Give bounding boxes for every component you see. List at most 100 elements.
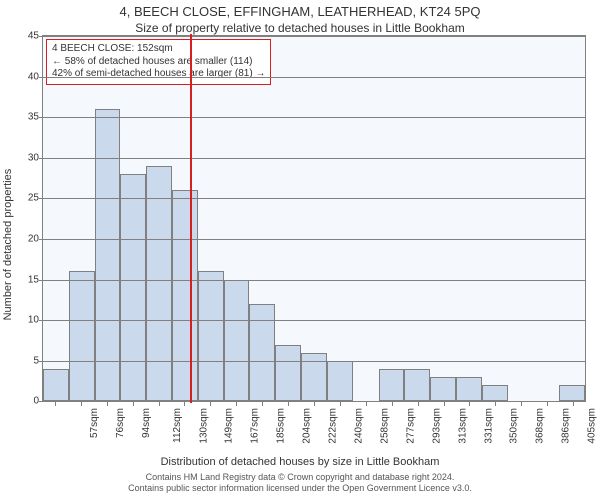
x-tick-label: 130sqm <box>198 408 209 444</box>
x-tick-mark <box>547 402 548 406</box>
plot-column: 051015202530354045 4 BEECH CLOSE: 152sqm… <box>42 35 600 454</box>
x-tick-mark <box>444 402 445 406</box>
x-tick-mark <box>495 402 496 406</box>
y-tick-label: 35 <box>28 112 39 123</box>
gridline <box>43 158 585 159</box>
x-tick-mark <box>521 402 522 406</box>
x-tick-mark <box>340 402 341 406</box>
bar <box>172 190 198 401</box>
annotation-line2: ← 58% of detached houses are smaller (11… <box>52 56 265 69</box>
annotation-line3: 42% of semi-detached houses are larger (… <box>52 68 265 81</box>
x-tick-label: 331sqm <box>483 408 494 444</box>
x-tick-label: 240sqm <box>354 408 365 444</box>
bar <box>95 109 121 401</box>
gridline <box>43 320 585 321</box>
gridline <box>43 280 585 281</box>
y-tick-mark <box>39 361 43 362</box>
y-tick-mark <box>39 239 43 240</box>
chart-container: 4, BEECH CLOSE, EFFINGHAM, LEATHERHEAD, … <box>0 0 600 500</box>
x-tick-row: 57sqm 76sqm 94sqm 112sqm 130sqm 149sqm 167sqm 1… <box>42 402 586 454</box>
x-tick-label: 350sqm <box>509 408 520 444</box>
x-tick-mark <box>133 402 134 406</box>
bar <box>327 361 353 402</box>
x-tick-mark <box>210 402 211 406</box>
reference-line <box>190 34 192 403</box>
y-tick-mark <box>39 117 43 118</box>
x-tick-label: 258sqm <box>379 408 390 444</box>
chart-subtitle: Size of property relative to detached ho… <box>0 21 600 35</box>
x-tick-mark <box>288 402 289 406</box>
x-tick-label: 149sqm <box>224 408 235 444</box>
y-tick-mark <box>39 280 43 281</box>
x-tick-mark <box>81 402 82 406</box>
x-tick-mark <box>469 402 470 406</box>
x-tick-label: 57sqm <box>89 408 100 438</box>
chart-row: Number of detached properties 0510152025… <box>0 35 600 454</box>
y-tick-labels: 051015202530354045 <box>17 36 41 401</box>
chart-title-address: 4, BEECH CLOSE, EFFINGHAM, LEATHERHEAD, … <box>0 4 600 19</box>
y-tick-label: 10 <box>28 315 39 326</box>
bar <box>379 369 405 401</box>
bar <box>404 369 430 401</box>
x-tick-label: 277sqm <box>405 408 416 444</box>
x-tick-label: 112sqm <box>172 408 183 443</box>
x-tick-label: 185sqm <box>276 408 287 444</box>
footer-line1: Contains HM Land Registry data © Crown c… <box>6 472 594 483</box>
y-tick-mark <box>39 198 43 199</box>
gridline <box>43 239 585 240</box>
x-tick-mark <box>366 402 367 406</box>
bar <box>69 271 95 401</box>
y-tick-label: 40 <box>28 71 39 82</box>
x-tick-mark <box>236 402 237 406</box>
bar <box>559 385 585 401</box>
bar <box>249 304 275 401</box>
bar <box>146 166 172 401</box>
y-tick-label: 45 <box>28 31 39 42</box>
y-axis-label: Number of detached properties <box>0 35 16 454</box>
x-tick-mark <box>573 402 574 406</box>
x-tick-label: 368sqm <box>535 408 546 444</box>
x-tick-mark <box>55 402 56 406</box>
gridline <box>43 117 585 118</box>
gridline <box>43 361 585 362</box>
bars-layer <box>43 36 585 401</box>
x-tick-label: 313sqm <box>457 408 468 444</box>
bar <box>456 377 482 401</box>
gridline <box>43 77 585 78</box>
annotation-line1: 4 BEECH CLOSE: 152sqm <box>52 43 265 56</box>
y-tick-mark <box>39 77 43 78</box>
y-tick-mark <box>39 158 43 159</box>
x-tick-label: 167sqm <box>250 408 261 444</box>
x-tick-label: 222sqm <box>328 408 339 444</box>
y-tick-label: 25 <box>28 193 39 204</box>
x-tick-label: 76sqm <box>115 408 126 438</box>
bar <box>120 174 146 401</box>
y-tick-label: 20 <box>28 234 39 245</box>
plot-area: 051015202530354045 4 BEECH CLOSE: 152sqm… <box>42 35 586 402</box>
x-tick-label: 94sqm <box>141 408 152 438</box>
y-tick-label: 15 <box>28 274 39 285</box>
gridline <box>43 198 585 199</box>
bar <box>198 271 224 401</box>
x-tick-mark <box>314 402 315 406</box>
x-tick-mark <box>184 402 185 406</box>
y-tick-label: 30 <box>28 152 39 163</box>
y-tick-mark <box>39 36 43 37</box>
bar <box>482 385 508 401</box>
bar <box>430 377 456 401</box>
x-tick-label: 386sqm <box>561 408 572 444</box>
bar <box>43 369 69 401</box>
footer-line2: Contains public sector information licen… <box>6 483 594 494</box>
x-tick-mark <box>418 402 419 406</box>
footer-attribution: Contains HM Land Registry data © Crown c… <box>0 468 600 500</box>
annotation-box: 4 BEECH CLOSE: 152sqm ← 58% of detached … <box>46 39 271 85</box>
x-tick-label: 405sqm <box>587 408 598 444</box>
x-tick-label: 204sqm <box>302 408 313 444</box>
y-tick-mark <box>39 320 43 321</box>
x-axis-label: Distribution of detached houses by size … <box>0 456 600 468</box>
bar <box>275 345 301 402</box>
x-tick-mark <box>159 402 160 406</box>
x-tick-label: 293sqm <box>431 408 442 444</box>
bar <box>224 280 250 402</box>
x-tick-mark <box>107 402 108 406</box>
